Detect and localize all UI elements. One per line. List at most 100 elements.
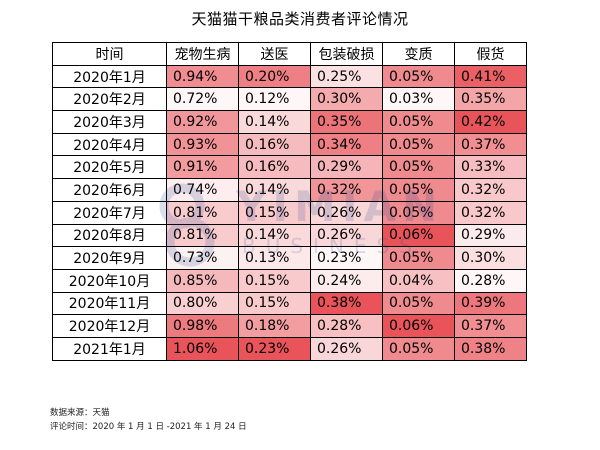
heat-cell: 0.80% bbox=[166, 291, 239, 316]
heat-cell: 0.81% bbox=[166, 200, 239, 225]
heat-cell: 0.16% bbox=[238, 155, 311, 180]
heat-cell: 0.05% bbox=[382, 110, 455, 134]
row-time-cell: 2020年1月 bbox=[52, 64, 167, 89]
header-row: 时间 宠物生病 送医 包装破损 变质 假货 bbox=[52, 42, 527, 66]
table-row: 2020年5月 0.91% 0.16% 0.29% 0.05% 0.33% bbox=[52, 155, 527, 180]
heat-cell: 1.06% bbox=[166, 336, 239, 361]
heat-cell: 0.92% bbox=[166, 110, 239, 134]
heat-cell: 0.05% bbox=[382, 200, 455, 225]
heat-cell: 0.34% bbox=[310, 132, 383, 157]
heat-cell: 0.73% bbox=[166, 246, 239, 270]
table-row: 2020年1月 0.94% 0.20% 0.25% 0.05% 0.41% bbox=[52, 64, 527, 89]
heat-cell: 0.16% bbox=[238, 132, 311, 157]
heat-cell: 0.05% bbox=[382, 178, 455, 202]
row-time-cell: 2020年7月 bbox=[52, 200, 167, 225]
heat-cell: 0.26% bbox=[310, 336, 383, 361]
row-time-cell: 2020年8月 bbox=[52, 223, 167, 248]
column-header-spoiled: 变质 bbox=[382, 42, 455, 66]
heat-cell: 0.14% bbox=[238, 110, 311, 134]
heat-cell: 0.98% bbox=[166, 314, 239, 338]
table-row: 2020年6月 0.74% 0.14% 0.32% 0.05% 0.32% bbox=[52, 178, 527, 202]
column-header-time: 时间 bbox=[52, 42, 167, 66]
heat-cell: 0.14% bbox=[238, 178, 311, 202]
table-row: 2020年12月 0.98% 0.18% 0.28% 0.06% 0.37% bbox=[52, 314, 527, 338]
heat-cell: 0.32% bbox=[454, 178, 527, 202]
heat-cell: 0.03% bbox=[382, 87, 455, 112]
column-header-vet-visit: 送医 bbox=[238, 42, 311, 66]
heat-cell: 0.74% bbox=[166, 178, 239, 202]
heat-cell: 0.35% bbox=[310, 110, 383, 134]
column-header-pet-sick: 宠物生病 bbox=[166, 42, 239, 66]
heat-cell: 0.28% bbox=[310, 314, 383, 338]
data-source-note: 数据来源：天猫 bbox=[50, 408, 110, 418]
table-row: 2020年10月 0.85% 0.15% 0.24% 0.04% 0.28% bbox=[52, 268, 527, 293]
heat-cell: 0.29% bbox=[454, 223, 527, 248]
heat-cell: 0.05% bbox=[382, 132, 455, 157]
table-row: 2020年8月 0.81% 0.14% 0.26% 0.06% 0.29% bbox=[52, 223, 527, 248]
heat-cell: 0.06% bbox=[382, 223, 455, 248]
heat-cell: 0.81% bbox=[166, 223, 239, 248]
heat-cell: 0.05% bbox=[382, 336, 455, 361]
footnotes: 数据来源：天猫 评论时间：2020 年 1 月 1 日 -2021 年 1 月 … bbox=[50, 406, 247, 434]
heat-cell: 0.05% bbox=[382, 64, 455, 89]
heat-cell: 0.05% bbox=[382, 246, 455, 270]
row-time-cell: 2021年1月 bbox=[52, 336, 167, 361]
row-time-cell: 2020年3月 bbox=[52, 110, 167, 134]
heat-cell: 0.20% bbox=[238, 64, 311, 89]
row-time-cell: 2020年4月 bbox=[52, 132, 167, 157]
heat-cell: 0.13% bbox=[238, 246, 311, 270]
heat-cell: 0.41% bbox=[454, 64, 527, 89]
heat-cell: 0.35% bbox=[454, 87, 527, 112]
row-time-cell: 2020年2月 bbox=[52, 87, 167, 112]
table-row: 2020年9月 0.73% 0.13% 0.23% 0.05% 0.30% bbox=[52, 246, 527, 270]
heat-cell: 0.04% bbox=[382, 268, 455, 293]
table-row: 2021年1月 1.06% 0.23% 0.26% 0.05% 0.38% bbox=[52, 336, 527, 361]
row-time-cell: 2020年11月 bbox=[52, 291, 167, 316]
row-time-cell: 2020年9月 bbox=[52, 246, 167, 270]
heatmap-body: 2020年1月 0.94% 0.20% 0.25% 0.05% 0.41% 2020年2月 0… bbox=[52, 64, 527, 361]
heatmap-table: 时间 宠物生病 送医 包装破损 变质 假货 2020年1月 0.94% 0.20% 0… bbox=[52, 42, 527, 361]
heat-cell: 0.93% bbox=[166, 132, 239, 157]
table-row: 2020年2月 0.72% 0.12% 0.30% 0.03% 0.35% bbox=[52, 87, 527, 112]
heat-cell: 0.18% bbox=[238, 314, 311, 338]
heat-cell: 0.85% bbox=[166, 268, 239, 293]
heat-cell: 0.38% bbox=[454, 336, 527, 361]
heat-cell: 0.23% bbox=[238, 336, 311, 361]
table-row: 2020年3月 0.92% 0.14% 0.35% 0.05% 0.42% bbox=[52, 110, 527, 134]
heat-cell: 0.38% bbox=[310, 291, 383, 316]
table-row: 2020年4月 0.93% 0.16% 0.34% 0.05% 0.37% bbox=[52, 132, 527, 157]
heat-cell: 0.33% bbox=[454, 155, 527, 180]
row-time-cell: 2020年6月 bbox=[52, 178, 167, 202]
table-row: 2020年7月 0.81% 0.15% 0.26% 0.05% 0.32% bbox=[52, 200, 527, 225]
heat-cell: 0.14% bbox=[238, 223, 311, 248]
heat-cell: 0.94% bbox=[166, 64, 239, 89]
heat-cell: 0.39% bbox=[454, 291, 527, 316]
chart-title: 天猫猫干粮品类消费者评论情况 bbox=[191, 10, 409, 28]
heat-cell: 0.15% bbox=[238, 268, 311, 293]
heat-cell: 0.26% bbox=[310, 223, 383, 248]
heat-cell: 0.37% bbox=[454, 132, 527, 157]
heat-cell: 0.32% bbox=[310, 178, 383, 202]
heat-cell: 0.05% bbox=[382, 155, 455, 180]
comment-period-note: 评论时间：2020 年 1 月 1 日 -2021 年 1 月 24 日 bbox=[50, 422, 247, 432]
heat-cell: 0.05% bbox=[382, 291, 455, 316]
heat-cell: 0.32% bbox=[454, 200, 527, 225]
heat-cell: 0.30% bbox=[454, 246, 527, 270]
heat-cell: 0.24% bbox=[310, 268, 383, 293]
heat-cell: 0.29% bbox=[310, 155, 383, 180]
heat-cell: 0.30% bbox=[310, 87, 383, 112]
heat-cell: 0.06% bbox=[382, 314, 455, 338]
heat-cell: 0.15% bbox=[238, 291, 311, 316]
column-header-counterfeit: 假货 bbox=[454, 42, 527, 66]
heat-cell: 0.25% bbox=[310, 64, 383, 89]
heat-cell: 0.23% bbox=[310, 246, 383, 270]
heat-cell: 0.12% bbox=[238, 87, 311, 112]
row-time-cell: 2020年12月 bbox=[52, 314, 167, 338]
heat-cell: 0.42% bbox=[454, 110, 527, 134]
heat-cell: 0.91% bbox=[166, 155, 239, 180]
heat-cell: 0.72% bbox=[166, 87, 239, 112]
row-time-cell: 2020年5月 bbox=[52, 155, 167, 180]
heat-cell: 0.28% bbox=[454, 268, 527, 293]
column-header-package-damage: 包装破损 bbox=[310, 42, 383, 66]
table-row: 2020年11月 0.80% 0.15% 0.38% 0.05% 0.39% bbox=[52, 291, 527, 316]
